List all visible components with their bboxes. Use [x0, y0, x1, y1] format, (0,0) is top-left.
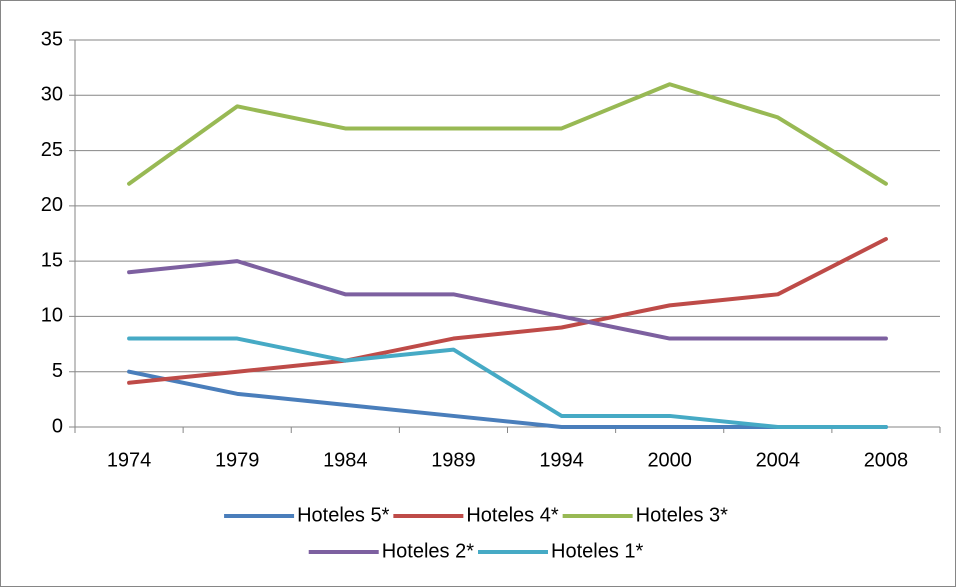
legend-label: Hoteles 4* [466, 504, 558, 526]
y-tick-label: 30 [41, 84, 63, 106]
legend-item: Hoteles 3* [562, 504, 728, 526]
x-tick-label: 1974 [107, 449, 152, 471]
y-tick-label: 0 [52, 415, 63, 437]
x-tick-label: 1979 [215, 449, 260, 471]
x-tick-label: 2000 [647, 449, 692, 471]
series-line [127, 82, 888, 186]
y-tick-label: 10 [41, 305, 63, 327]
x-tick-label: 1994 [539, 449, 584, 471]
y-tick-label: 5 [52, 360, 63, 382]
legend-label: Hoteles 1* [551, 540, 643, 562]
y-tick-label: 25 [41, 139, 63, 161]
legend-label: Hoteles 3* [636, 504, 728, 526]
series-line [127, 237, 888, 385]
legend-item: Hoteles 2* [308, 540, 474, 562]
legend-item: Hoteles 5* [224, 504, 390, 526]
legend-item: Hoteles 4* [393, 504, 559, 526]
y-tick-label: 20 [41, 194, 63, 216]
x-tick-label: 1984 [323, 449, 368, 471]
legend-label: Hoteles 2* [382, 540, 474, 562]
y-tick-label: 35 [41, 28, 63, 50]
x-tick-label: 1989 [431, 449, 476, 471]
y-tick-label: 15 [41, 249, 63, 271]
x-tick-label: 2008 [864, 449, 909, 471]
legend-label: Hoteles 5* [297, 504, 389, 526]
series-line [127, 259, 888, 341]
legend-item: Hoteles 1* [478, 540, 643, 562]
x-tick-label: 2004 [756, 449, 801, 471]
series-line [127, 336, 888, 429]
